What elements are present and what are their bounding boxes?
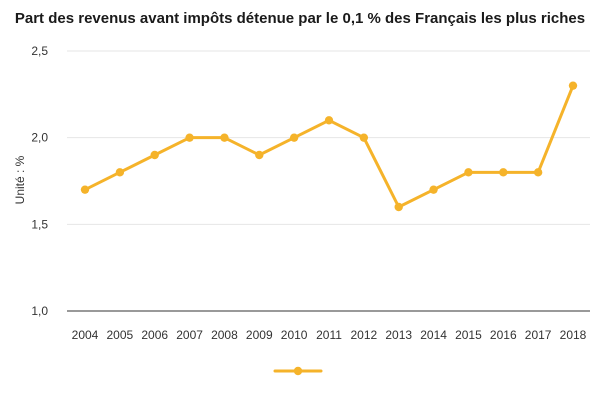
- x-tick-label: 2015: [455, 328, 482, 342]
- x-tick-label: 2007: [176, 328, 203, 342]
- data-point[interactable]: [220, 133, 229, 142]
- data-point[interactable]: [499, 168, 508, 177]
- y-tick-labels: 1,0 1,5 2,0 2,5: [31, 44, 48, 318]
- x-tick-label: 2006: [141, 328, 168, 342]
- x-tick-label: 2011: [316, 328, 342, 342]
- y-axis-label: Unité : %: [13, 155, 27, 204]
- x-tick-label: 2016: [490, 328, 517, 342]
- data-point[interactable]: [289, 133, 299, 142]
- data-point[interactable]: [533, 168, 543, 177]
- data-point[interactable]: [150, 150, 159, 160]
- data-point[interactable]: [324, 116, 334, 125]
- x-tick-label: 2004: [72, 328, 99, 342]
- data-point[interactable]: [429, 185, 438, 194]
- data-point[interactable]: [464, 168, 473, 177]
- data-point[interactable]: [568, 81, 578, 90]
- x-tick-label: 2018: [560, 328, 587, 342]
- chart-title: Part des revenus avant impôts détenue pa…: [14, 10, 586, 27]
- x-tick-label: 2008: [211, 328, 238, 342]
- x-tick-label: 2013: [385, 328, 412, 342]
- legend-marker[interactable]: [293, 366, 303, 376]
- y-tick-label: 2,5: [31, 44, 48, 58]
- x-tick-label: 2009: [246, 328, 273, 342]
- x-tick-label: 2014: [420, 328, 447, 342]
- x-tick-labels: 2004 2005 2006 2007 2008 2009 2010 2011 2012 2013…: [72, 328, 587, 342]
- legend[interactable]: [273, 366, 323, 376]
- series-line: [83, 84, 575, 209]
- data-point[interactable]: [394, 202, 403, 212]
- x-tick-label: 2005: [107, 328, 134, 342]
- x-tick-label: 2010: [281, 328, 308, 342]
- x-tick-label: 2012: [351, 328, 378, 342]
- data-point[interactable]: [185, 133, 194, 142]
- data-point[interactable]: [115, 168, 125, 177]
- data-point[interactable]: [255, 150, 264, 160]
- y-tick-label: 2,0: [31, 131, 48, 145]
- series-layer: [80, 81, 578, 212]
- data-point[interactable]: [359, 133, 369, 142]
- grid-layer: [67, 50, 590, 312]
- x-tick-label: 2017: [525, 328, 552, 342]
- data-point[interactable]: [80, 185, 90, 194]
- y-tick-label: 1,5: [31, 217, 48, 231]
- y-tick-label: 1,0: [31, 304, 48, 318]
